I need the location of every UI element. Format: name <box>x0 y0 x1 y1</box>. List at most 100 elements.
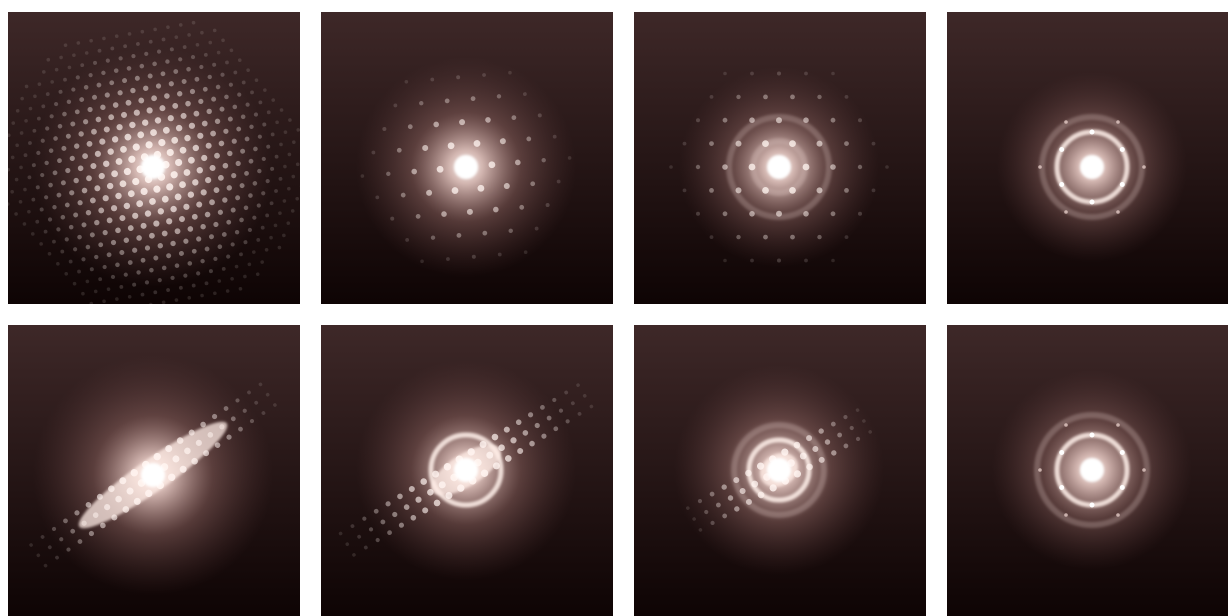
diffraction-spot <box>858 165 862 169</box>
diffraction-spot <box>710 235 714 239</box>
diffraction-spot <box>723 211 728 216</box>
diffraction-spot <box>696 165 700 169</box>
diffraction-spot <box>804 259 808 263</box>
diffraction-spot <box>845 95 849 99</box>
diffraction-image <box>634 12 926 304</box>
diffraction-spot <box>1090 503 1095 508</box>
diffraction-spot <box>736 95 740 99</box>
diffraction-spot <box>1059 147 1064 152</box>
diffraction-spot <box>1038 468 1042 472</box>
diffraction-spot <box>749 164 756 171</box>
diffraction-spot <box>789 140 796 147</box>
central-beam <box>767 155 791 179</box>
diffraction-spot <box>831 118 836 123</box>
diffraction-spot <box>1090 130 1095 135</box>
diffraction-spot <box>777 72 781 76</box>
diffraction-spot <box>803 117 809 123</box>
diffraction-spot <box>790 235 795 240</box>
diffraction-image <box>634 325 926 616</box>
diffraction-spot <box>872 189 876 193</box>
diffraction-spot <box>831 259 835 263</box>
diffraction-spot <box>709 188 714 193</box>
diffraction-spot <box>723 72 727 76</box>
diffraction-spot <box>1120 450 1125 455</box>
diffraction-spot <box>1090 200 1095 205</box>
diffraction-spot <box>790 95 795 100</box>
diffraction-spot <box>885 165 889 169</box>
diffraction-spot <box>817 95 821 99</box>
diffraction-spot <box>736 141 742 147</box>
diffraction-image <box>947 325 1228 616</box>
diffraction-spot <box>669 165 673 169</box>
diffraction-spot <box>762 140 769 147</box>
diffraction-spot <box>844 141 849 146</box>
central-beam <box>1080 458 1104 482</box>
diffraction-spot <box>683 142 687 146</box>
central-beam <box>454 458 478 482</box>
diffraction-spot <box>763 235 768 240</box>
diffraction-image <box>321 325 613 616</box>
diffraction-spot <box>776 117 782 123</box>
diffraction-spot <box>750 259 754 263</box>
diffraction-spot <box>736 187 742 193</box>
central-beam <box>141 463 165 487</box>
diffraction-spot <box>696 212 700 216</box>
diffraction-spot <box>858 118 862 122</box>
diffraction-spot <box>1064 513 1068 517</box>
diffraction-spot <box>789 187 796 194</box>
diffraction-image <box>321 12 613 304</box>
central-beam <box>141 155 165 179</box>
diffraction-spot <box>1116 513 1120 517</box>
diffraction-image <box>947 12 1228 304</box>
diffraction-spot <box>817 141 823 147</box>
diffraction-spot <box>817 187 823 193</box>
diffraction-spot <box>817 235 821 239</box>
diffraction-spot <box>736 235 740 239</box>
diffraction-spot <box>1116 120 1120 124</box>
diffraction-spot <box>1038 165 1042 169</box>
diffraction-image <box>8 12 300 304</box>
diffraction-spot <box>710 95 714 99</box>
diffraction-spot <box>831 72 835 76</box>
diffraction-spot <box>776 211 782 217</box>
diffraction-spot <box>1116 210 1120 214</box>
diffraction-spot <box>845 235 849 239</box>
diffraction-spot <box>749 211 755 217</box>
central-beam <box>454 155 478 179</box>
diffraction-spot <box>709 141 714 146</box>
diffraction-spot <box>830 164 836 170</box>
diffraction-spot <box>723 118 728 123</box>
diffraction-spot <box>1090 433 1095 438</box>
diffraction-spot <box>844 188 849 193</box>
central-beam <box>1080 155 1104 179</box>
diffraction-spot <box>762 187 769 194</box>
diffraction-spot <box>872 142 876 146</box>
diffraction-spot <box>1142 165 1146 169</box>
diffraction-spot <box>1142 468 1146 472</box>
diffraction-spot <box>777 259 781 263</box>
diffraction-spot <box>750 72 754 76</box>
diffraction-spot <box>1120 485 1125 490</box>
diffraction-spot <box>1059 182 1064 187</box>
diffraction-spot <box>803 164 810 171</box>
diffraction-spot <box>803 211 809 217</box>
central-beam <box>767 458 791 482</box>
diffraction-spot <box>858 212 862 216</box>
diffraction-spot <box>763 95 768 100</box>
diffraction-spot <box>722 164 728 170</box>
diffraction-spot <box>1059 450 1064 455</box>
diffraction-spot <box>723 259 727 263</box>
diffraction-spot <box>1064 423 1068 427</box>
diffraction-image <box>8 325 300 616</box>
diffraction-spot <box>749 117 755 123</box>
diffraction-spot <box>831 211 836 216</box>
diffraction-grid <box>0 0 1228 616</box>
diffraction-spot <box>1064 210 1068 214</box>
diffraction-spot <box>1120 147 1125 152</box>
diffraction-spot <box>683 189 687 193</box>
diffraction-spot <box>1064 120 1068 124</box>
diffraction-spot <box>1059 485 1064 490</box>
diffraction-spot <box>804 72 808 76</box>
diffraction-spot <box>1116 423 1120 427</box>
diffraction-spot <box>696 118 700 122</box>
